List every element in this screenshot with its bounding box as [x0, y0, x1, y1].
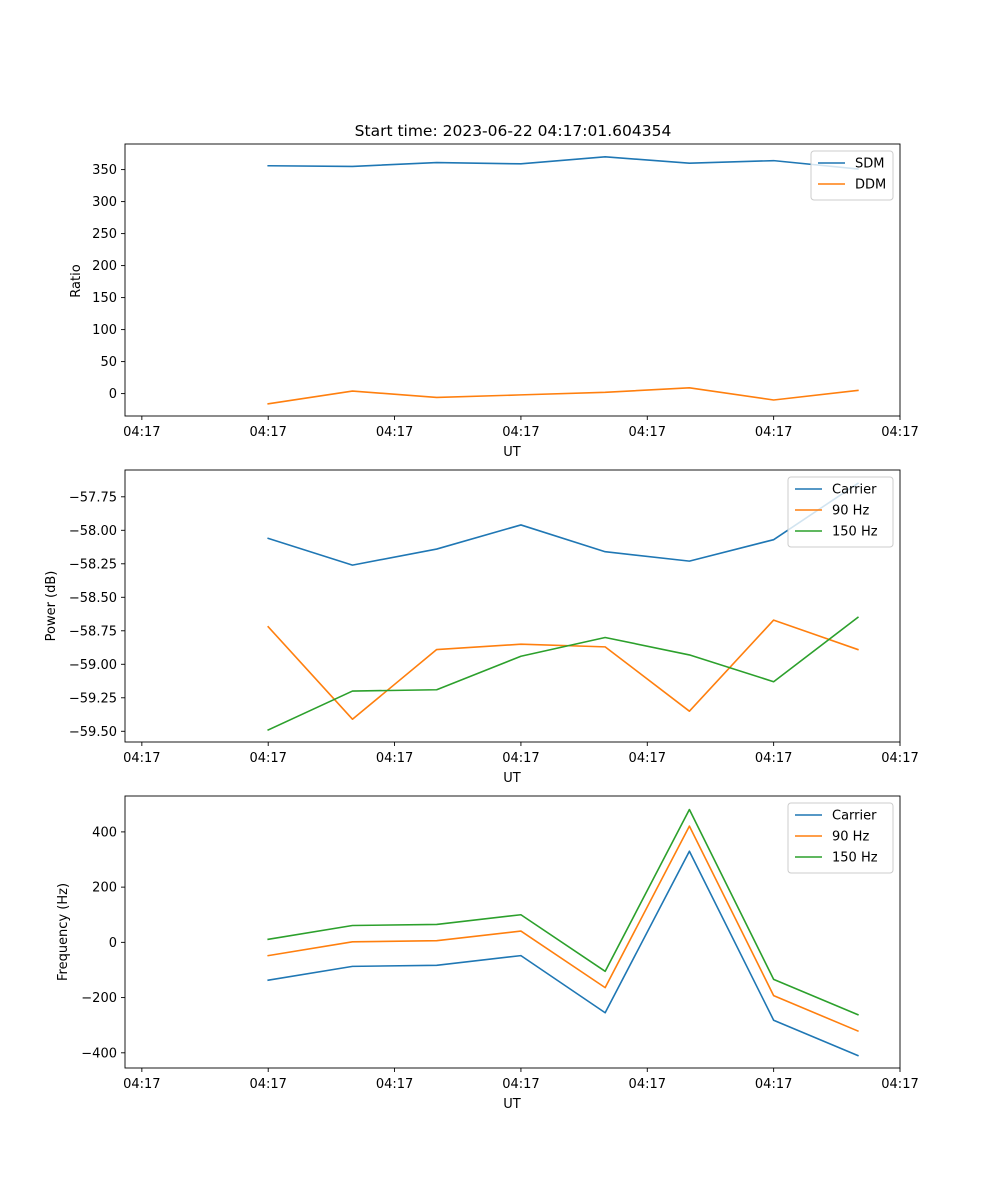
ratio-legend-label: SDM [855, 157, 884, 172]
chart-title: Start time: 2023-06-22 04:17:01.604354 [355, 122, 672, 140]
power-axes-frame [124, 469, 901, 743]
frequency-xtick-label: 04:17 [249, 1077, 286, 1092]
ratio-ytick-label: 0 [109, 387, 117, 402]
frequency-legend-label: 90 Hz [832, 830, 869, 845]
power-xtick-label: 04:17 [123, 751, 160, 766]
ratio-xlabel: UT [503, 445, 521, 460]
frequency-ytick-label: 200 [92, 881, 117, 896]
power-ytick-label: −59.25 [69, 691, 117, 706]
power-series-line-90-hz [267, 619, 859, 721]
ratio-xtick-label: 04:17 [755, 425, 792, 440]
frequency-chart: UT Frequency (Hz) −400 −200 0 200 400 04:17 04… [56, 795, 919, 1112]
power-legend-label: 90 Hz [832, 504, 869, 519]
power-ylabel: Power (dB) [44, 571, 59, 642]
ratio-ytick-label: 250 [92, 227, 117, 242]
ratio-xtick-label: 04:17 [629, 425, 666, 440]
frequency-series-line-90-hz [267, 825, 859, 1033]
power-ytick-label: −58.75 [69, 624, 117, 639]
frequency-xtick-label: 04:17 [123, 1077, 160, 1092]
ratio-axes-frame [124, 143, 901, 417]
frequency-xtick-label: 04:17 [502, 1077, 539, 1092]
ratio-ytick-label: 200 [92, 259, 117, 274]
power-xtick-label: 04:17 [502, 751, 539, 766]
frequency-legend-label: Carrier [832, 809, 877, 824]
frequency-series-line-150-hz [267, 808, 859, 1016]
power-ytick-label: −59.00 [69, 658, 117, 673]
ratio-series-line-sdm [267, 156, 859, 170]
power-xtick-label: 04:17 [249, 751, 286, 766]
power-ytick-label: −59.50 [69, 725, 117, 740]
ratio-ytick-label: 100 [92, 323, 117, 338]
ratio-xtick-label: 04:17 [502, 425, 539, 440]
frequency-series-line-carrier [267, 850, 859, 1057]
power-series-line-150-hz [267, 616, 860, 732]
ratio-xtick-label: 04:17 [249, 425, 286, 440]
frequency-xtick-label: 04:17 [629, 1077, 666, 1092]
frequency-xtick-label: 04:17 [376, 1077, 413, 1092]
frequency-legend-box [787, 802, 894, 874]
power-series-line-carrier [267, 482, 859, 566]
frequency-xtick-label: 04:17 [755, 1077, 792, 1092]
power-legend: Carrier 90 Hz 150 Hz [787, 476, 894, 548]
ratio-xtick-label: 04:17 [376, 425, 413, 440]
frequency-axes-frame [124, 795, 901, 1069]
frequency-ylabel: Frequency (Hz) [56, 883, 71, 981]
frequency-legend: Carrier 90 Hz 150 Hz [787, 802, 894, 874]
ratio-ytick-label: 150 [92, 291, 117, 306]
power-chart: UT Power (dB) −59.50 −59.25 −59.00 −58.75 −5… [44, 469, 919, 786]
frequency-ytick-label: 0 [109, 936, 117, 951]
ratio-xtick-label: 04:17 [123, 425, 160, 440]
ratio-ytick-label: 300 [92, 195, 117, 210]
frequency-xtick-label: 04:17 [881, 1077, 918, 1092]
frequency-ytick-label: −400 [81, 1046, 117, 1061]
power-ytick-label: −57.75 [69, 490, 117, 505]
ratio-legend-label: DDM [855, 178, 886, 193]
frequency-ytick-label: 400 [92, 825, 117, 840]
power-xtick-label: 04:17 [629, 751, 666, 766]
power-xlabel: UT [503, 771, 521, 786]
ratio-ytick-label: 350 [92, 163, 117, 178]
power-legend-label: 150 Hz [832, 525, 878, 540]
ratio-ytick-label: 50 [100, 355, 117, 370]
frequency-xlabel: UT [503, 1097, 521, 1112]
frequency-ytick-label: −200 [81, 991, 117, 1006]
ratio-chart: UT Ratio 0 50 100 150 200 250 300 350 04:17 04:17… [69, 143, 919, 460]
power-ytick-label: −58.25 [69, 557, 117, 572]
power-ytick-label: −58.00 [69, 524, 117, 539]
power-xtick-label: 04:17 [376, 751, 413, 766]
power-ytick-label: −58.50 [69, 591, 117, 606]
power-legend-label: Carrier [832, 483, 877, 498]
frequency-legend-label: 150 Hz [832, 851, 878, 866]
power-xtick-label: 04:17 [881, 751, 918, 766]
ratio-series-line-ddm [267, 387, 859, 405]
power-xtick-label: 04:17 [755, 751, 792, 766]
ratio-legend: SDM DDM [810, 150, 894, 201]
power-legend-box [787, 476, 894, 548]
ratio-xtick-label: 04:17 [881, 425, 918, 440]
ratio-ylabel: Ratio [69, 264, 84, 297]
